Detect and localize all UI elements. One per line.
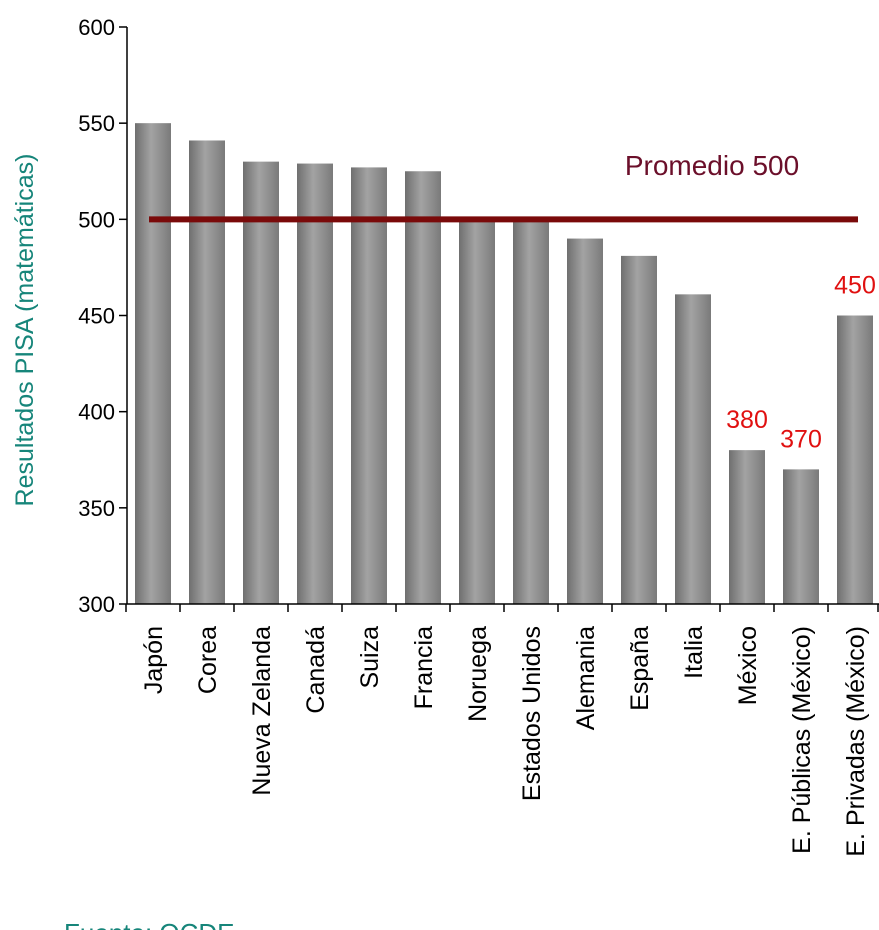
- bar: [135, 123, 171, 605]
- y-tick-label: 600: [78, 15, 115, 40]
- bar: [837, 315, 873, 604]
- y-axis-label: Resultados PISA (matemáticas): [11, 154, 39, 507]
- y-tick-label: 550: [78, 111, 115, 136]
- x-tick-label: Francia: [410, 626, 438, 709]
- x-tick-label: Alemania: [572, 626, 600, 730]
- data-labels-group: 380 370 450: [726, 272, 876, 454]
- x-tick-label: España: [626, 626, 654, 711]
- bar: [783, 469, 819, 604]
- y-tick-label: 350: [78, 496, 115, 521]
- y-tick-label: 450: [78, 304, 115, 329]
- bar: [459, 221, 495, 605]
- x-tick-label: E. Públicas (México): [788, 626, 816, 854]
- y-ticks-group: 300 350 400 450 500 550 600: [78, 15, 127, 617]
- bar: [621, 255, 657, 605]
- x-tick-label: Corea: [194, 626, 222, 694]
- data-label: 370: [780, 425, 822, 453]
- bar: [351, 167, 387, 605]
- bar: [513, 219, 549, 605]
- bars-group: [135, 123, 873, 605]
- bar: [243, 161, 279, 604]
- y-tick-label: 300: [78, 592, 115, 617]
- x-ticks-group: [125, 604, 879, 612]
- category-labels-group: Japón Corea Nueva Zelanda Canadá Suiza Franci…: [140, 626, 870, 857]
- bar: [405, 171, 441, 604]
- data-label: 450: [834, 272, 876, 300]
- average-label: Promedio 500: [625, 150, 799, 181]
- bar: [297, 163, 333, 604]
- bar: [567, 238, 603, 605]
- x-tick-label: Noruega: [464, 626, 492, 722]
- x-tick-label: México: [734, 626, 762, 705]
- bar: [675, 294, 711, 604]
- bar: [189, 140, 225, 604]
- x-tick-label: E. Privadas (México): [842, 626, 870, 857]
- y-tick-label: 400: [78, 400, 115, 425]
- x-tick-label: Canadá: [302, 626, 330, 714]
- bar: [729, 450, 765, 604]
- x-tick-label: Japón: [140, 626, 168, 694]
- x-tick-label: Nueva Zelanda: [248, 626, 276, 796]
- x-tick-label: Estados Unidos: [518, 626, 546, 801]
- data-label: 380: [726, 406, 768, 434]
- source-note: Fuente: OCDE: [64, 918, 235, 930]
- y-tick-label: 500: [78, 207, 115, 232]
- x-tick-label: Suiza: [356, 626, 384, 689]
- x-tick-label: Italia: [680, 626, 708, 679]
